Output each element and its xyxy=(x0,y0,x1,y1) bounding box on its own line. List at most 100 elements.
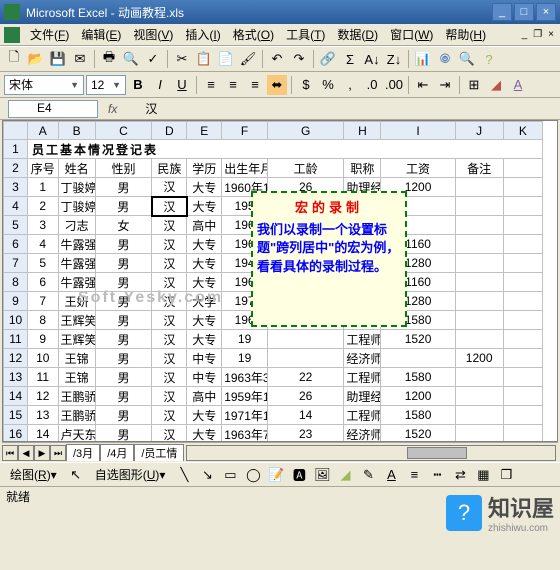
menu-d[interactable]: 数据(D) xyxy=(331,25,384,45)
merge-center-icon[interactable]: ⬌ xyxy=(267,75,287,95)
sum-icon[interactable]: Σ xyxy=(340,49,360,69)
cell[interactable]: 王锦 xyxy=(58,368,95,387)
cell[interactable] xyxy=(503,330,542,349)
cell[interactable]: 大专 xyxy=(187,235,222,254)
col-header-A[interactable]: A xyxy=(28,122,59,140)
open-icon[interactable]: 📂 xyxy=(26,49,46,69)
cell[interactable]: 经济师 xyxy=(344,425,381,443)
italic-icon[interactable]: I xyxy=(150,75,170,95)
print-icon[interactable]: 🖶 xyxy=(99,49,119,69)
cell[interactable]: 男 xyxy=(95,273,152,292)
sheet-tab[interactable]: /4月 xyxy=(100,444,134,461)
sort-asc-icon[interactable]: A↓ xyxy=(362,49,382,69)
cell[interactable]: 男 xyxy=(95,197,152,216)
cell[interactable] xyxy=(455,406,503,425)
cell[interactable]: 1 xyxy=(28,178,59,197)
cell[interactable]: 7 xyxy=(28,292,59,311)
sort-desc-icon[interactable]: Z↓ xyxy=(384,49,404,69)
cell[interactable]: 高中 xyxy=(187,387,222,406)
cell[interactable]: 1580 xyxy=(381,406,455,425)
chart-icon[interactable]: 📊 xyxy=(413,49,433,69)
cell[interactable]: 男 xyxy=(95,292,152,311)
select-objects-icon[interactable]: ↖ xyxy=(66,465,86,485)
cell[interactable]: 王鹏骄 xyxy=(58,406,95,425)
cell[interactable] xyxy=(455,254,503,273)
cell[interactable] xyxy=(503,273,542,292)
cell[interactable]: 1959年11月 xyxy=(222,387,268,406)
cell[interactable] xyxy=(503,197,542,216)
header-cell[interactable]: 序号 xyxy=(28,159,59,178)
col-header-H[interactable]: H xyxy=(344,122,381,140)
undo-icon[interactable]: ↶ xyxy=(267,49,287,69)
fill-color-icon[interactable]: ◢ xyxy=(486,75,506,95)
line-style-icon[interactable]: ≡ xyxy=(404,465,424,485)
header-cell[interactable]: 学历 xyxy=(187,159,222,178)
comment-popup[interactable]: 宏的录制 我们以录制一个设置标题"跨列居中"的宏为例，看看具体的录制过程。 xyxy=(251,191,407,327)
copy-icon[interactable]: 📋 xyxy=(194,49,214,69)
rectangle-icon[interactable]: ▭ xyxy=(220,465,240,485)
clipart-icon[interactable]: 🖼 xyxy=(312,465,332,485)
draw-menu[interactable]: 绘图(R)▾ xyxy=(4,465,63,485)
percent-icon[interactable]: % xyxy=(318,75,338,95)
cell[interactable]: 汉 xyxy=(152,387,187,406)
fx-icon[interactable]: fx xyxy=(108,102,117,116)
cell[interactable]: 6 xyxy=(28,273,59,292)
cell[interactable]: 刁志 xyxy=(58,216,95,235)
cell[interactable]: 大专 xyxy=(187,311,222,330)
cell[interactable] xyxy=(455,197,503,216)
menu-f[interactable]: 文件(F) xyxy=(24,25,75,45)
col-header-E[interactable]: E xyxy=(187,122,222,140)
help-icon[interactable]: ? xyxy=(479,49,499,69)
cut-icon[interactable]: ✂ xyxy=(172,49,192,69)
cell[interactable]: 大专 xyxy=(187,330,222,349)
font-size-combo[interactable]: 12▼ xyxy=(86,75,126,95)
cell[interactable]: 19 xyxy=(222,330,268,349)
cell[interactable] xyxy=(455,273,503,292)
cell[interactable] xyxy=(455,330,503,349)
cell[interactable]: 男 xyxy=(95,235,152,254)
row-header-8[interactable]: 8 xyxy=(4,273,28,292)
cell[interactable] xyxy=(503,368,542,387)
cell[interactable]: 助理经济师 xyxy=(344,387,381,406)
cell[interactable]: 男 xyxy=(95,425,152,443)
cell[interactable] xyxy=(381,349,455,368)
cell[interactable]: 大专 xyxy=(187,425,222,443)
horizontal-scrollbar[interactable] xyxy=(186,445,556,461)
cell[interactable] xyxy=(503,254,542,273)
cell[interactable]: 1520 xyxy=(381,330,455,349)
formula-bar[interactable]: 汉 xyxy=(117,100,560,117)
cell[interactable]: 男 xyxy=(95,349,152,368)
row-header-3[interactable]: 3 xyxy=(4,178,28,197)
font-color-draw-icon[interactable]: A xyxy=(381,465,401,485)
cell[interactable] xyxy=(503,387,542,406)
doc-close-button[interactable]: × xyxy=(546,29,556,40)
cell[interactable]: 男 xyxy=(95,387,152,406)
cell[interactable] xyxy=(455,292,503,311)
cell[interactable]: 汉 xyxy=(152,425,187,443)
cell[interactable]: 1963年3月 xyxy=(222,368,268,387)
cell[interactable] xyxy=(503,349,542,368)
currency-icon[interactable]: $ xyxy=(296,75,316,95)
cell[interactable]: 汉 xyxy=(152,273,187,292)
cell[interactable] xyxy=(503,159,542,178)
cell[interactable]: 大学 xyxy=(187,292,222,311)
header-cell[interactable]: 性别 xyxy=(95,159,152,178)
arrow-style-icon[interactable]: ⇄ xyxy=(450,465,470,485)
cell[interactable]: 1520 xyxy=(381,425,455,443)
close-button[interactable]: × xyxy=(536,3,556,21)
cell[interactable]: 汉 xyxy=(152,254,187,273)
row-header-12[interactable]: 12 xyxy=(4,349,28,368)
menu-v[interactable]: 视图(V) xyxy=(127,25,179,45)
doc-min-button[interactable]: _ xyxy=(520,29,530,40)
cell[interactable] xyxy=(503,216,542,235)
row-header-15[interactable]: 15 xyxy=(4,406,28,425)
cell[interactable]: 汉 xyxy=(152,368,187,387)
wordart-icon[interactable]: 🅰 xyxy=(289,465,309,485)
preview-icon[interactable]: 🔍 xyxy=(121,49,141,69)
align-center-icon[interactable]: ≡ xyxy=(223,75,243,95)
minimize-button[interactable]: _ xyxy=(492,3,512,21)
row-header-16[interactable]: 16 xyxy=(4,425,28,443)
cell[interactable] xyxy=(268,349,344,368)
cell[interactable] xyxy=(455,387,503,406)
cell[interactable]: 男 xyxy=(95,311,152,330)
